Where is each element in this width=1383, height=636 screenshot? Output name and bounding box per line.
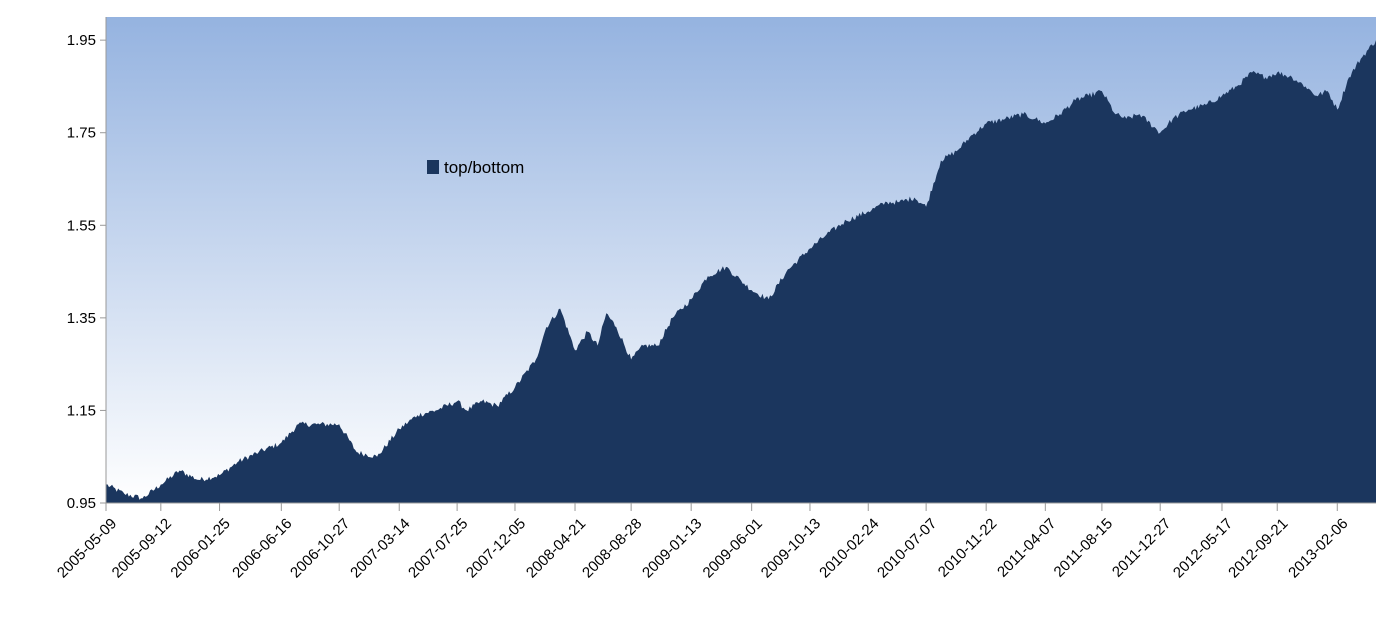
x-tick-label: 2009-10-13 <box>758 515 824 581</box>
y-tick-label: 1.55 <box>67 217 96 234</box>
x-tick-label: 2007-03-14 <box>347 515 413 581</box>
series-area-top-bottom <box>106 40 1376 503</box>
x-tick-label: 2007-12-05 <box>463 515 529 581</box>
legend: top/bottom <box>427 158 524 177</box>
y-tick-label: 1.15 <box>67 402 96 419</box>
x-tick-label: 2011-08-15 <box>1051 515 1116 580</box>
y-tick-label: 1.35 <box>67 310 96 327</box>
x-tick-label: 2008-08-28 <box>579 515 645 581</box>
x-tick-label: 2007-07-25 <box>405 515 471 581</box>
x-tick-label: 2006-06-16 <box>229 515 295 581</box>
y-tick-label: 1.95 <box>67 32 96 49</box>
legend-swatch <box>427 160 439 174</box>
x-tick-label: 2010-11-22 <box>935 515 1000 580</box>
y-axis: 0.95 1.15 1.35 1.55 1.75 1.95 <box>67 17 107 512</box>
y-tick-label: 0.95 <box>67 495 96 512</box>
x-axis: 2005-05-092005-09-122006-01-252006-06-16… <box>54 502 1376 581</box>
x-tick-label: 2013-02-06 <box>1285 515 1351 581</box>
x-tick-label: 2010-02-24 <box>816 515 882 581</box>
x-tick-label: 2011-04-07 <box>994 515 1059 580</box>
x-tick-label: 2009-01-13 <box>639 515 705 581</box>
x-tick-label: 2005-09-12 <box>109 515 175 581</box>
x-tick-label: 2006-01-25 <box>167 515 233 581</box>
x-tick-label: 2006-10-27 <box>287 515 353 581</box>
x-tick-label: 2009-06-01 <box>700 515 766 581</box>
x-tick-label: 2012-09-21 <box>1225 515 1291 581</box>
legend-label: top/bottom <box>444 158 524 177</box>
x-tick-label: 2008-04-21 <box>523 515 589 581</box>
x-tick-label: 2010-07-07 <box>874 515 940 581</box>
x-tick-label: 2011-12-27 <box>1109 515 1174 580</box>
y-tick-label: 1.75 <box>67 125 96 142</box>
